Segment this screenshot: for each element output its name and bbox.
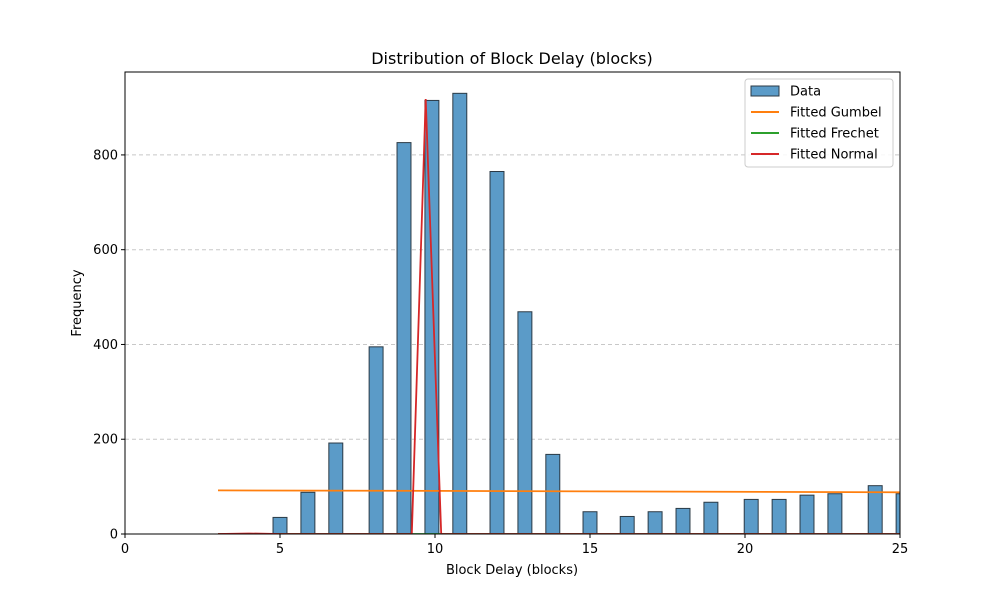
grid-layer (125, 154, 900, 440)
x-tick-label: 25 (892, 542, 909, 557)
histogram-bar (452, 92, 468, 534)
histogram-bar (895, 493, 900, 534)
histogram-bar (272, 516, 288, 534)
legend-label-data: Data (790, 85, 821, 100)
histogram-bar (328, 442, 344, 534)
histogram-bar (545, 453, 561, 534)
histogram-bar (771, 498, 787, 534)
legend-label-fitted-gumbel: Fitted Gumbel (790, 106, 882, 121)
histogram-bar (424, 99, 440, 534)
chart-title: Distribution of Block Delay (blocks) (371, 49, 653, 68)
histogram-bar (489, 171, 505, 534)
histogram-bar (582, 511, 598, 534)
legend-box (744, 78, 894, 168)
y-tick-label: 200 (93, 433, 118, 448)
legend-label-fitted-frechet: Fitted Frechet (790, 127, 879, 142)
x-tick-label: 0 (121, 542, 129, 557)
histogram-bar (517, 311, 533, 534)
bars-layer (272, 92, 900, 534)
legend-label-fitted-normal: Fitted Normal (790, 148, 878, 163)
histogram-bar (743, 498, 759, 534)
histogram-bar (368, 346, 384, 534)
ticks-layer: 0 5 10 15 20 25 0 200 400 600 800 (93, 148, 908, 557)
x-tick-label: 20 (737, 542, 754, 557)
y-tick-label: 600 (93, 243, 118, 258)
x-tick-label: 5 (276, 542, 284, 557)
histogram-bar (827, 493, 843, 534)
histogram-bar (867, 485, 883, 534)
y-axis-label: Frequency (70, 269, 85, 336)
y-tick-label: 0 (110, 528, 118, 543)
histogram-bar (300, 491, 316, 534)
histogram-bar (647, 511, 663, 534)
plot-area-frame (124, 71, 901, 535)
histogram-bar (703, 501, 719, 534)
x-tick-label: 10 (427, 542, 444, 557)
y-tick-label: 400 (93, 338, 118, 353)
legend: Data Fitted Gumbel Fitted Frechet Fitted No… (744, 78, 894, 168)
histogram-bar (396, 142, 412, 534)
legend-swatch-data (750, 85, 780, 97)
histogram-bar (675, 507, 691, 534)
series-line-fitted-gumbel (217, 489, 900, 494)
histogram-bar (799, 494, 815, 534)
x-tick-label: 15 (582, 542, 599, 557)
histogram-bar (619, 515, 635, 534)
y-tick-label: 800 (93, 148, 118, 163)
x-axis-label: Block Delay (blocks) (446, 563, 578, 578)
